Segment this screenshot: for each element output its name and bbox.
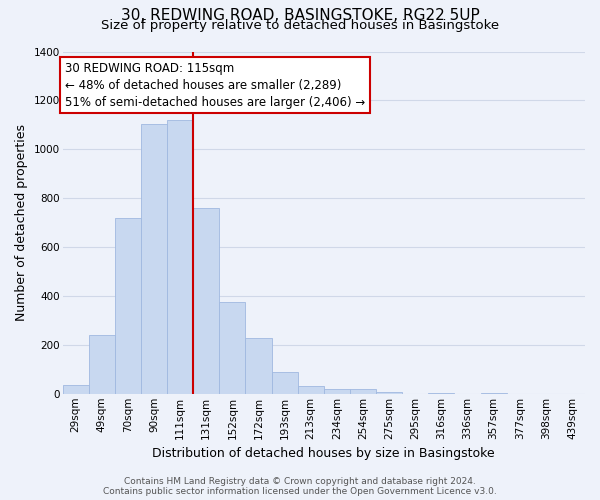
- Text: Contains HM Land Registry data © Crown copyright and database right 2024.
Contai: Contains HM Land Registry data © Crown c…: [103, 476, 497, 496]
- Bar: [141, 124, 167, 394]
- Bar: [115, 218, 141, 394]
- Bar: [298, 386, 324, 394]
- Bar: [324, 390, 350, 394]
- Text: Size of property relative to detached houses in Basingstoke: Size of property relative to detached ho…: [101, 19, 499, 32]
- Bar: [220, 302, 245, 394]
- Bar: [193, 208, 220, 394]
- Bar: [481, 393, 506, 394]
- Bar: [245, 338, 272, 394]
- Bar: [350, 389, 376, 394]
- Text: 30, REDWING ROAD, BASINGSTOKE, RG22 5UP: 30, REDWING ROAD, BASINGSTOKE, RG22 5UP: [121, 8, 479, 22]
- Y-axis label: Number of detached properties: Number of detached properties: [15, 124, 28, 321]
- Bar: [89, 335, 115, 394]
- Bar: [428, 392, 454, 394]
- Text: 30 REDWING ROAD: 115sqm
← 48% of detached houses are smaller (2,289)
51% of semi: 30 REDWING ROAD: 115sqm ← 48% of detache…: [65, 62, 365, 109]
- Bar: [272, 372, 298, 394]
- X-axis label: Distribution of detached houses by size in Basingstoke: Distribution of detached houses by size …: [152, 447, 495, 460]
- Bar: [62, 385, 89, 394]
- Bar: [167, 120, 193, 394]
- Bar: [376, 392, 402, 394]
